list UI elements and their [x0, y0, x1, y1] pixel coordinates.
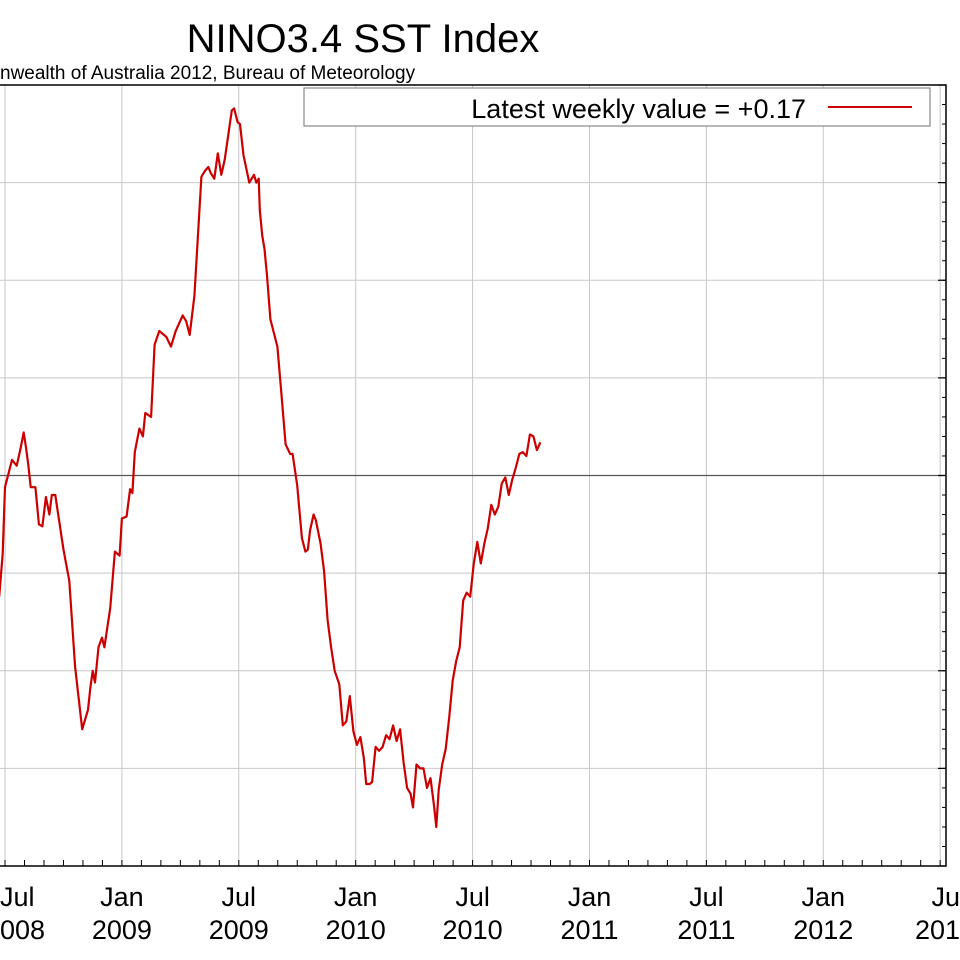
x-tick-year: 2009	[209, 915, 269, 945]
legend: Latest weekly value = +0.17	[303, 87, 931, 127]
legend-box	[303, 87, 931, 127]
x-tick-month: Jan	[568, 882, 612, 912]
x-tick-year: 2010	[443, 915, 503, 945]
x-tick-year: 2012	[793, 915, 853, 945]
x-tick-month: Jan	[100, 882, 144, 912]
x-tick-month: Jul	[455, 882, 490, 912]
x-tick-year: 201	[915, 915, 960, 945]
x-tick-month: Jan	[334, 882, 378, 912]
x-tick-month: Jul	[0, 882, 35, 912]
x-tick-year: 2011	[677, 915, 735, 945]
legend-label: Latest weekly value = +0.17	[471, 94, 806, 124]
x-tick-month: Jan	[801, 882, 845, 912]
x-tick-year: 2009	[92, 915, 152, 945]
series-line-nino34	[0, 107, 542, 829]
x-tick-month: Jul	[689, 882, 724, 912]
chart-subtitle: nwealth of Australia 2012, Bureau of Met…	[0, 63, 416, 84]
axis-ticks	[4, 84, 946, 867]
x-tick-year: 008	[0, 915, 45, 945]
x-tick-month: Ju	[931, 882, 960, 912]
x-tick-year: 2010	[326, 915, 386, 945]
chart-title: NINO3.4 SST Index	[187, 17, 540, 61]
x-tick-month: Jul	[222, 882, 257, 912]
x-axis-labels: Jul008Jan2009Jul2009Jan2010Jul2010Jan201…	[0, 882, 960, 945]
x-tick-year: 2011	[560, 915, 618, 945]
